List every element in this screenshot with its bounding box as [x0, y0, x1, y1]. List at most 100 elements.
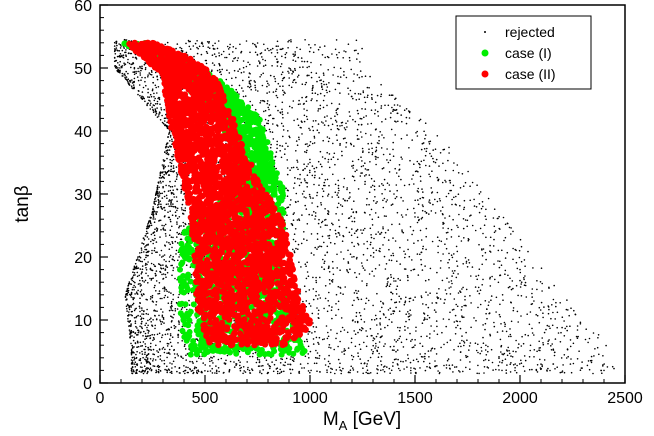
- rejected-point: [156, 228, 159, 230]
- rejected-point: [489, 244, 491, 247]
- rejected-point: [223, 175, 226, 177]
- rejected-point: [191, 322, 193, 324]
- rejected-point: [422, 197, 425, 199]
- rejected-point: [354, 92, 356, 95]
- rejected-point: [179, 372, 181, 374]
- rejected-point: [344, 137, 346, 139]
- rejected-point: [176, 236, 178, 238]
- rejected-point: [504, 358, 507, 361]
- rejected-point: [233, 366, 236, 368]
- rejected-point: [326, 251, 329, 253]
- rejected-point: [126, 79, 128, 82]
- rejected-point: [381, 335, 383, 337]
- rejected-point: [349, 115, 351, 117]
- rejected-point: [514, 367, 516, 369]
- rejected-point: [152, 358, 155, 360]
- rejected-point: [456, 324, 459, 327]
- rejected-point: [172, 267, 175, 269]
- rejected-point: [213, 355, 215, 358]
- rejected-point: [152, 242, 154, 245]
- rejected-point: [333, 348, 336, 351]
- rejected-point: [288, 84, 291, 87]
- rejected-point: [455, 276, 458, 279]
- rejected-point: [170, 165, 172, 167]
- rejected-point: [428, 201, 430, 203]
- rejected-point: [147, 221, 150, 224]
- rejected-point: [380, 95, 382, 98]
- rejected-point: [162, 159, 165, 161]
- rejected-point: [362, 367, 364, 370]
- rejected-point: [197, 370, 200, 373]
- rejected-point: [143, 251, 145, 253]
- rejected-point: [357, 112, 360, 115]
- rejected-point: [500, 344, 503, 347]
- rejected-point: [512, 364, 515, 366]
- rejected-point: [264, 49, 267, 51]
- rejected-point: [305, 181, 308, 184]
- rejected-point: [134, 286, 137, 288]
- rejected-point: [159, 320, 162, 323]
- rejected-point: [149, 334, 152, 337]
- rejected-point: [570, 358, 572, 360]
- rejected-point: [365, 297, 368, 300]
- rejected-point: [149, 217, 152, 219]
- rejected-point: [315, 349, 317, 352]
- rejected-point: [462, 263, 465, 265]
- rejected-point: [531, 303, 534, 305]
- rejected-point: [237, 359, 240, 362]
- rejected-point: [485, 236, 487, 239]
- rejected-point: [355, 289, 357, 292]
- rejected-point: [316, 80, 318, 83]
- rejected-point: [297, 200, 299, 203]
- rejected-point: [248, 82, 251, 84]
- rejected-point: [549, 327, 551, 330]
- rejected-point: [174, 310, 177, 312]
- rejected-point: [292, 79, 295, 81]
- rejected-point: [159, 254, 161, 256]
- rejected-point: [443, 343, 445, 346]
- rejected-point: [163, 108, 165, 111]
- rejected-point: [570, 307, 572, 310]
- rejected-point: [226, 45, 229, 48]
- rejected-point: [168, 241, 170, 244]
- rejected-point: [428, 356, 430, 358]
- rejected-point: [165, 150, 168, 152]
- rejected-point: [143, 238, 146, 241]
- rejected-point: [170, 236, 173, 238]
- rejected-point: [170, 304, 173, 307]
- rejected-point: [318, 177, 321, 179]
- rejected-point: [522, 365, 525, 368]
- rejected-point: [394, 134, 397, 136]
- rejected-point: [321, 235, 324, 238]
- rejected-point: [461, 335, 463, 337]
- rejected-point: [351, 241, 353, 244]
- rejected-point: [259, 52, 262, 55]
- rejected-point: [217, 358, 220, 361]
- rejected-point: [224, 56, 226, 59]
- rejected-point: [398, 329, 401, 332]
- rejected-point: [131, 314, 133, 317]
- rejected-point: [361, 160, 363, 162]
- rejected-point: [453, 349, 455, 351]
- rejected-point: [143, 348, 145, 351]
- rejected-point: [173, 349, 175, 352]
- rejected-point: [159, 192, 162, 195]
- rejected-point: [484, 322, 487, 325]
- rejected-point: [319, 107, 322, 110]
- rejected-point: [118, 50, 121, 52]
- rejected-point: [115, 47, 118, 49]
- rejected-point: [271, 131, 274, 133]
- rejected-point: [506, 354, 509, 357]
- rejected-point: [483, 224, 486, 226]
- rejected-point: [327, 335, 330, 338]
- rejected-point: [311, 89, 314, 92]
- rejected-point: [256, 358, 259, 361]
- rejected-point: [175, 166, 178, 168]
- rejected-point: [136, 364, 138, 367]
- rejected-point: [128, 281, 131, 283]
- rejected-point: [343, 348, 346, 350]
- rejected-point: [420, 160, 423, 163]
- rejected-point: [134, 320, 137, 323]
- rejected-point: [150, 279, 153, 281]
- rejected-point: [288, 72, 290, 74]
